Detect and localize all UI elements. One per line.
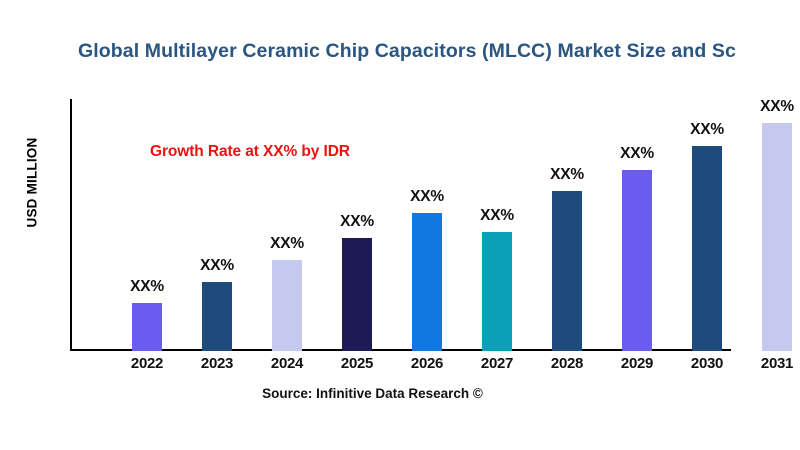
bar-group: XX% 2025 xyxy=(322,99,392,372)
bar-value-label: XX% xyxy=(200,257,234,274)
bar[interactable] xyxy=(552,191,582,351)
bar[interactable] xyxy=(272,260,302,351)
x-tick-label: 2030 xyxy=(690,355,724,372)
bar-value-label: XX% xyxy=(480,207,514,224)
bar-group: XX% 2023 xyxy=(182,99,252,372)
growth-rate-annotation: Growth Rate at XX% by IDR xyxy=(150,143,350,160)
y-axis-label: USD MILLION xyxy=(24,137,40,228)
x-tick-label: 2024 xyxy=(270,355,304,372)
x-tick-label: 2022 xyxy=(130,355,164,372)
x-tick-label: 2031 xyxy=(760,355,794,372)
bar[interactable] xyxy=(132,303,162,351)
bar-value-label: XX% xyxy=(690,121,724,138)
x-tick-label: 2029 xyxy=(620,355,654,372)
bar-group: XX% 2024 xyxy=(252,99,322,372)
bar[interactable] xyxy=(622,170,652,351)
bar-group: XX% 2027 xyxy=(462,99,532,372)
source-attribution: Source: Infinitive Data Research © xyxy=(262,386,483,401)
bar[interactable] xyxy=(762,123,792,351)
x-tick-label: 2028 xyxy=(550,355,584,372)
bar-group: XX% 2026 xyxy=(392,99,462,372)
bar-value-label: XX% xyxy=(760,98,794,115)
bar-value-label: XX% xyxy=(550,166,584,183)
bar-value-label: XX% xyxy=(620,145,654,162)
x-tick-label: 2023 xyxy=(200,355,234,372)
bar-value-label: XX% xyxy=(340,213,374,230)
x-tick-label: 2025 xyxy=(340,355,374,372)
bar[interactable] xyxy=(692,146,722,351)
bar-group: XX% 2030 xyxy=(672,99,742,372)
bar-group: XX% 2031 xyxy=(742,98,800,372)
bar[interactable] xyxy=(412,213,442,351)
bar-group: XX% 2028 xyxy=(532,99,602,372)
x-tick-label: 2027 xyxy=(480,355,514,372)
x-axis-line xyxy=(70,349,731,351)
bar-group: XX% 2022 xyxy=(112,99,182,372)
bar-value-label: XX% xyxy=(270,235,304,252)
bar-value-label: XX% xyxy=(130,278,164,295)
bar[interactable] xyxy=(482,232,512,351)
chart-title: Global Multilayer Ceramic Chip Capacitor… xyxy=(78,40,736,62)
plot-area: XX% 2022 XX% 2023 XX% 2024 XX% 2025 XX% 2026 XX% 20… xyxy=(70,98,800,372)
bar[interactable] xyxy=(342,238,372,351)
x-tick-label: 2026 xyxy=(410,355,444,372)
bar-group: XX% 2029 xyxy=(602,99,672,372)
bar[interactable] xyxy=(202,282,232,351)
y-axis-line xyxy=(70,99,72,351)
bar-value-label: XX% xyxy=(410,188,444,205)
